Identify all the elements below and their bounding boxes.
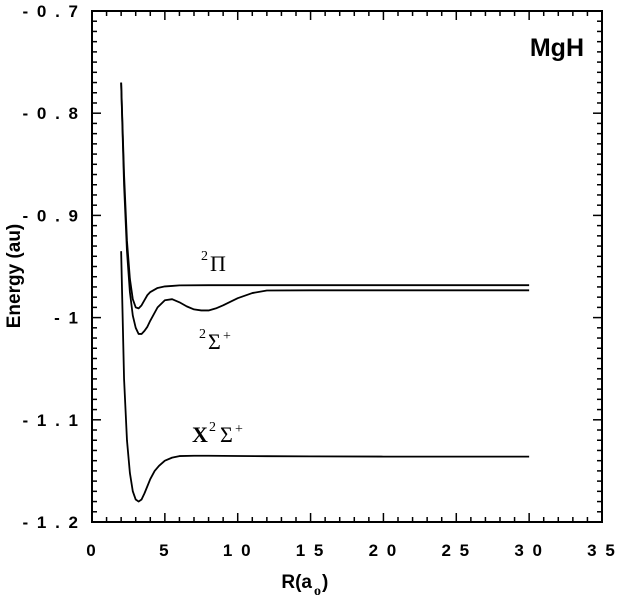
- svg-text:2: 2: [209, 420, 216, 435]
- x-tick-label: 3 5: [587, 541, 617, 560]
- svg-text:Π: Π: [210, 251, 226, 276]
- y-tick-label: - 0 . 8: [23, 104, 80, 123]
- label-x-sigma: X 2 Σ +: [192, 420, 243, 447]
- svg-text:Σ: Σ: [208, 329, 221, 354]
- x-tick-label: 5: [159, 541, 170, 560]
- axis-ticks: [91, 10, 603, 523]
- svg-text:2: 2: [201, 249, 208, 264]
- x-tick-label: 1 0: [223, 541, 253, 560]
- svg-text:Σ: Σ: [220, 422, 233, 447]
- series-line-2pi: [120, 82, 530, 310]
- y-tick-label: - 1: [54, 309, 80, 328]
- series-line-x2sigma: [120, 251, 530, 503]
- axis-tick-labels: 0 5 1 0 1 5 2 0 2 5 3 0 3 5 - 0 . 7 - 0 . 8 - 0 . …: [23, 2, 617, 560]
- svg-text:X: X: [192, 422, 208, 447]
- x-tick-label: 2 5: [441, 541, 471, 560]
- label-pi: 2 Π: [201, 249, 226, 276]
- svg-text:+: +: [235, 422, 243, 437]
- x-tick-label: 3 0: [514, 541, 544, 560]
- plot-frame: [91, 10, 603, 523]
- y-tick-label: - 1 . 1: [23, 411, 80, 430]
- svg-text:+: +: [223, 329, 231, 344]
- series-layer: [120, 82, 530, 503]
- y-tick-label: - 1 . 2: [23, 513, 80, 532]
- svg-text:o: o: [314, 584, 321, 599]
- x-tick-label: 0: [86, 541, 97, 560]
- x-axis-title: R(a o ): [281, 572, 328, 599]
- svg-text:R(a: R(a: [281, 572, 312, 593]
- y-axis-title: Energy (au): [4, 224, 25, 329]
- svg-text:2: 2: [199, 327, 206, 342]
- y-tick-label: - 0 . 9: [23, 206, 80, 225]
- series-line-2sigma: [120, 82, 530, 335]
- y-tick-label: - 0 . 7: [23, 2, 80, 21]
- chart-title: MgH: [530, 34, 584, 62]
- svg-text:): ): [322, 572, 328, 593]
- x-tick-label: 2 0: [369, 541, 399, 560]
- x-tick-label: 1 5: [296, 541, 326, 560]
- label-sigma: 2 Σ +: [199, 327, 231, 354]
